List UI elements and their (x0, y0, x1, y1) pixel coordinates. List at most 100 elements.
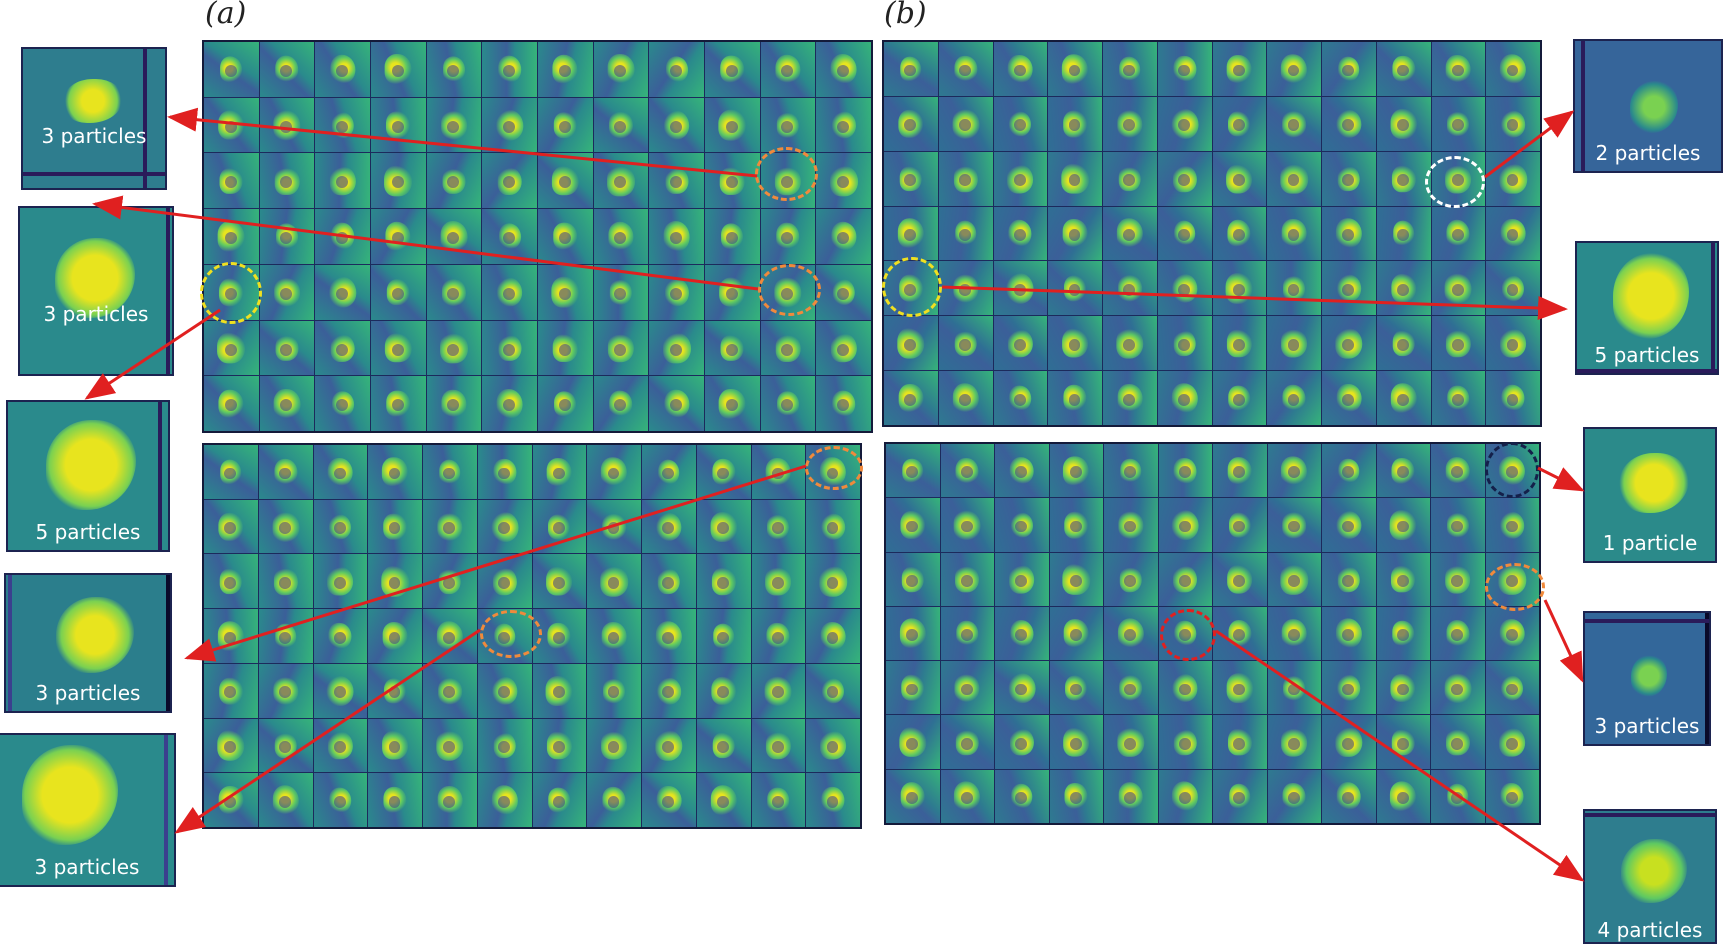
slice-thumbnail (313, 718, 368, 773)
slice-thumbnail (816, 264, 871, 320)
slice-thumbnail (995, 769, 1049, 823)
slice-thumbnail (426, 42, 482, 97)
slice-thumbnail (204, 445, 258, 499)
slice-thumbnail (1322, 661, 1376, 715)
slice-thumbnail (368, 773, 422, 827)
slice-thumbnail (477, 773, 532, 827)
slice-thumbnail (593, 97, 649, 153)
slice-thumbnail (1103, 261, 1157, 316)
slice-thumbnail (806, 773, 860, 827)
slice-thumbnail (1103, 316, 1157, 371)
slice-thumbnail (1485, 715, 1539, 769)
slice-thumbnail (995, 498, 1049, 552)
panel-label-b: (b) (884, 0, 927, 31)
slice-thumbnail (368, 718, 422, 773)
callout-caption: 5 particles (1594, 343, 1700, 367)
slice-thumbnail (1322, 96, 1376, 151)
slice-thumbnail (1267, 769, 1321, 823)
slice-thumbnail (760, 376, 816, 431)
slice-thumbnail (751, 499, 806, 554)
slice-thumbnail (313, 554, 368, 609)
slice-thumbnail (1213, 769, 1267, 823)
slice-thumbnail (587, 663, 641, 718)
slice-thumbnail (886, 715, 940, 769)
slice-thumbnail (1157, 316, 1212, 371)
callout-caption: 3 particles (34, 855, 140, 879)
slice-thumbnail (204, 320, 259, 376)
slice-thumbnail (705, 376, 760, 431)
slice-thumbnail (477, 554, 532, 609)
slice-thumbnail (1048, 96, 1102, 151)
slice-thumbnail (995, 715, 1049, 769)
slice-thumbnail (884, 371, 938, 425)
slice-thumbnail (696, 445, 751, 499)
slice-thumbnail (1212, 316, 1267, 371)
slice-thumbnail (642, 445, 696, 499)
slice-thumbnail (649, 42, 704, 97)
slice-thumbnail (315, 153, 370, 209)
slice-thumbnail (751, 609, 806, 663)
slice-thumbnail (1103, 206, 1157, 261)
slice-thumbnail (1431, 498, 1485, 552)
slice-thumbnail (1322, 371, 1376, 425)
slice-thumbnail (940, 715, 994, 769)
slice-thumbnail (315, 376, 370, 431)
slice-thumbnail (1267, 316, 1321, 371)
slice-thumbnail (1376, 316, 1431, 371)
slice-thumbnail (1376, 444, 1430, 498)
slice-thumbnail (938, 96, 993, 151)
slice-thumbnail (1376, 371, 1431, 425)
slice-thumbnail (1376, 151, 1431, 206)
slice-thumbnail (886, 498, 940, 552)
slice-thumbnail (371, 153, 426, 209)
slice-thumbnail (1049, 552, 1103, 606)
slice-thumbnail (368, 445, 422, 499)
slice-thumbnail (258, 718, 313, 773)
slice-thumbnail (1267, 715, 1321, 769)
slice-thumbnail (1213, 444, 1267, 498)
slice-thumbnail (1376, 606, 1430, 661)
slice-thumbnail (886, 769, 940, 823)
slice-thumbnail (751, 663, 806, 718)
callout-caption: 4 particles (1597, 918, 1703, 942)
slice-thumbnail (884, 206, 938, 261)
panel-label-a: (a) (205, 0, 247, 31)
slice-thumbnail (258, 773, 313, 827)
slice-thumbnail (1049, 498, 1103, 552)
slice-thumbnail (938, 42, 993, 96)
slice-thumbnail (532, 499, 587, 554)
callout-b4: 3 particles (1583, 611, 1711, 746)
slice-thumbnail (482, 320, 537, 376)
slice-thumbnail (258, 499, 313, 554)
slice-thumbnail (587, 445, 641, 499)
slice-thumbnail (1431, 42, 1486, 96)
slice-thumbnail (995, 444, 1049, 498)
slice-thumbnail (259, 264, 315, 320)
slice-thumbnail (1486, 96, 1540, 151)
slice-thumbnail (649, 320, 704, 376)
slice-thumbnail (1431, 715, 1485, 769)
slice-thumbnail (532, 554, 587, 609)
slice-thumbnail (423, 663, 477, 718)
slice-thumbnail (1103, 42, 1157, 96)
slice-thumbnail (642, 718, 696, 773)
slice-thumbnail (587, 499, 641, 554)
callout-a4: 3 particles (4, 573, 172, 713)
slice-thumbnail (705, 209, 760, 264)
slice-thumbnail (423, 499, 477, 554)
slice-thumbnail (816, 153, 871, 209)
slice-thumbnail (993, 151, 1048, 206)
slice-thumbnail (1376, 42, 1431, 96)
slice-thumbnail (993, 96, 1048, 151)
slice-thumbnail (593, 42, 649, 97)
slice-thumbnail (1103, 151, 1157, 206)
callout-caption: 3 particles (1594, 714, 1700, 738)
callout-b1: 2 particles (1573, 39, 1723, 173)
slice-thumbnail (816, 42, 871, 97)
slice-thumbnail (886, 606, 940, 661)
slice-thumbnail (1486, 206, 1540, 261)
slice-thumbnail (1431, 552, 1485, 606)
highlight-ring-red (1160, 609, 1216, 661)
slice-thumbnail (1376, 769, 1430, 823)
slice-thumbnail (1104, 444, 1158, 498)
